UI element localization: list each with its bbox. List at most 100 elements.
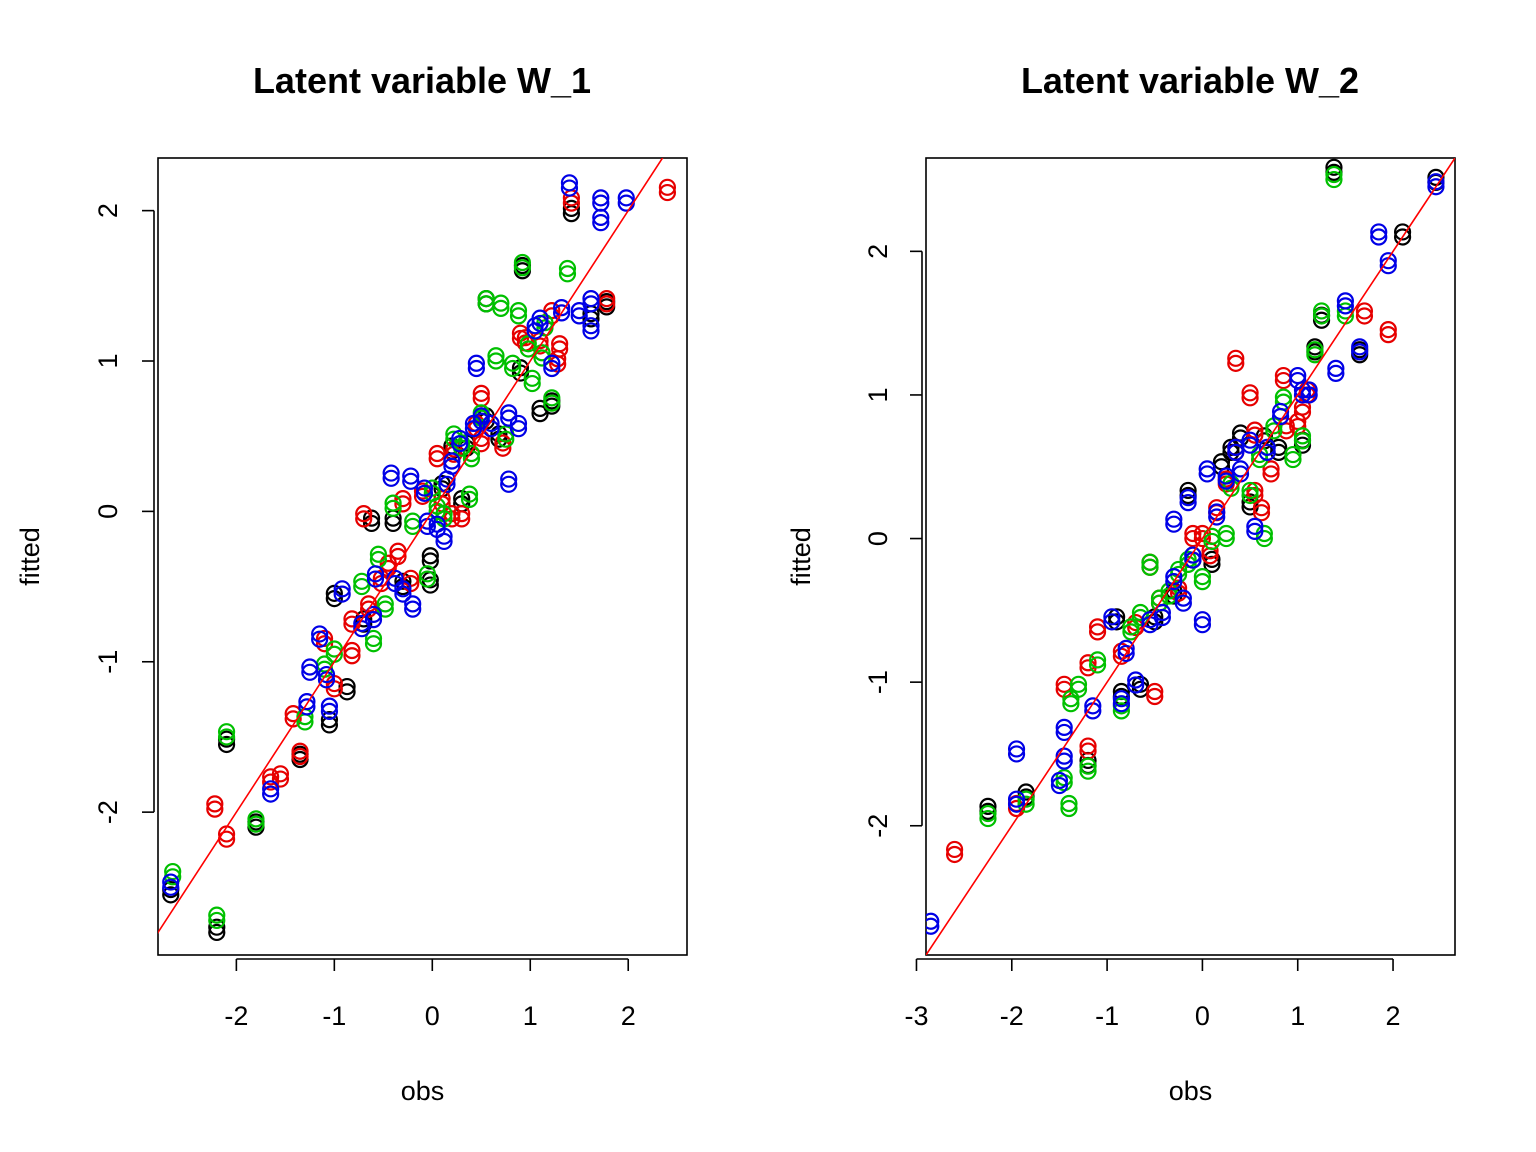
data-point-red [394, 495, 412, 513]
chart-title: Latent variable W_1 [253, 60, 591, 101]
data-point-blue [1165, 510, 1183, 528]
data-point-blue [1153, 603, 1171, 622]
y-tick-label: -2 [863, 814, 893, 838]
data-point-blue [1055, 747, 1073, 765]
data-point-green [460, 485, 479, 503]
data-point-red [1241, 384, 1259, 402]
data-point-green [1122, 623, 1140, 641]
data-point-blue [1241, 436, 1259, 454]
data-point-green [504, 359, 522, 378]
data-point-red [945, 845, 964, 864]
data-point-blue [301, 658, 319, 676]
data-point-green [1241, 486, 1259, 505]
data-point-red [531, 337, 549, 355]
x-tick-label: -2 [1000, 1001, 1024, 1031]
data-point-blue [262, 785, 280, 803]
data-point-green [497, 430, 515, 448]
data-point-red [1146, 687, 1164, 706]
data-point-green [364, 629, 383, 648]
data-point-blue [1055, 752, 1073, 770]
data-point-green [1241, 481, 1259, 500]
data-point-black [394, 572, 412, 590]
data-point-blue [1007, 795, 1026, 813]
data-point-blue [162, 878, 180, 896]
data-point-blue [1246, 522, 1264, 540]
data-point-green [247, 810, 265, 828]
x-tick-label: 2 [621, 1001, 636, 1031]
data-point-red [413, 482, 432, 500]
data-point-black [531, 405, 549, 423]
data-point-blue [1174, 589, 1192, 607]
data-point-red [658, 183, 677, 202]
data-point-red [1246, 481, 1264, 500]
chart-title: Latent variable W_2 [1021, 60, 1359, 101]
data-point-blue [298, 698, 316, 716]
data-point-green [1193, 568, 1212, 586]
data-point-blue [582, 317, 600, 335]
data-point-green [1060, 794, 1078, 813]
data-point-green [533, 344, 551, 362]
data-point-blue [162, 873, 180, 891]
data-point-green [217, 728, 236, 746]
data-point-red [1379, 321, 1397, 339]
x-tick-label: 1 [1290, 1001, 1305, 1031]
data-point-red [472, 384, 490, 402]
data-point-green [979, 804, 997, 823]
data-point-blue [500, 470, 518, 488]
data-point-blue [1327, 359, 1345, 377]
data-point-black [1293, 436, 1312, 454]
data-point-blue [1336, 292, 1354, 310]
data-point-green [247, 815, 265, 833]
data-point-blue [394, 585, 412, 603]
data-point-green [376, 595, 394, 613]
data-point-blue [560, 174, 579, 192]
data-point-blue [1007, 740, 1026, 758]
data-point-blue [320, 702, 339, 720]
data-point-red [551, 335, 569, 353]
data-point-green [418, 570, 436, 588]
data-point-green [1293, 427, 1312, 445]
data-point-blue [1271, 407, 1290, 426]
data-point-black [1312, 311, 1331, 329]
data-point-green [1122, 618, 1140, 636]
data-point-blue [570, 307, 588, 325]
reference-line [926, 158, 1455, 955]
data-point-green [1017, 790, 1035, 808]
data-point-blue [298, 693, 316, 711]
data-point-blue [438, 475, 456, 493]
data-point-blue [451, 435, 469, 453]
data-point-blue [1198, 460, 1216, 478]
data-point-red [1079, 654, 1097, 672]
data-point-blue [435, 527, 453, 545]
data-point-blue [560, 179, 579, 197]
data-point-green [1193, 573, 1212, 591]
data-point-blue [467, 354, 485, 372]
data-point-blue [366, 570, 385, 588]
data-point-green [1217, 529, 1235, 548]
data-point-green [523, 374, 541, 393]
data-point-blue [482, 414, 500, 433]
data-point-green [1306, 346, 1324, 364]
data-point-blue [1007, 790, 1026, 808]
data-point-blue [1103, 613, 1121, 631]
data-point-blue [311, 630, 329, 648]
data-point-red [1246, 421, 1264, 439]
data-point-blue [451, 429, 469, 448]
y-axis-label: fitted [15, 527, 45, 586]
data-point-blue [617, 189, 635, 207]
data-point-red [453, 505, 471, 523]
data-point-green [460, 490, 479, 508]
data-point-red [1184, 529, 1202, 548]
data-point-red [343, 610, 361, 628]
data-point-red [1262, 460, 1280, 478]
x-tick-label: 0 [1195, 1001, 1210, 1031]
data-point-red [1355, 302, 1374, 320]
data-point-red [291, 747, 309, 766]
data-point-red [206, 800, 224, 818]
data-point-red [1184, 524, 1202, 543]
data-point-blue [333, 580, 351, 598]
data-point-blue [394, 580, 412, 598]
data-point-blue [1055, 718, 1073, 736]
y-tick-label: 0 [863, 531, 893, 546]
data-point-blue [592, 189, 610, 207]
